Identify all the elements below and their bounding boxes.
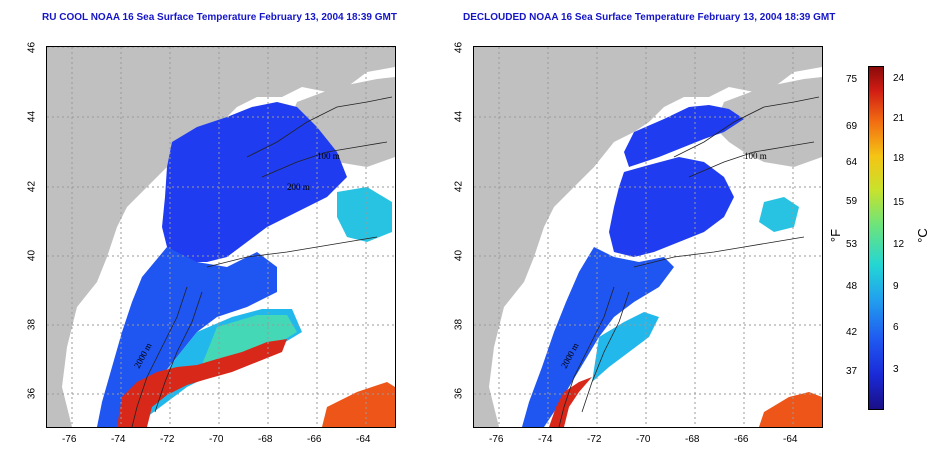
left-x-tick: -74 bbox=[111, 434, 126, 445]
contour-label-100: 100 m bbox=[317, 151, 340, 161]
left-x-tick: -64 bbox=[356, 434, 371, 445]
fahrenheit-tick: 64 bbox=[846, 157, 858, 168]
fahrenheit-tick: 53 bbox=[846, 239, 858, 250]
fahrenheit-tick: 59 bbox=[846, 196, 858, 207]
right-x-tick: -64 bbox=[783, 434, 798, 445]
left-map-title: RU COOL NOAA 16 Sea Surface Temperature … bbox=[42, 12, 397, 23]
warm-water-southeast bbox=[322, 382, 395, 427]
right-sst-map: 100 m 2000 m bbox=[473, 46, 823, 428]
fahrenheit-tick: 69 bbox=[846, 121, 858, 132]
cold-water-gulf-of-maine bbox=[624, 105, 744, 167]
left-sst-map: 100 m 200 m 2000 m bbox=[46, 46, 396, 428]
left-x-tick: -70 bbox=[209, 434, 224, 445]
left-y-tick: 36 bbox=[26, 387, 38, 400]
right-x-tick: -74 bbox=[538, 434, 553, 445]
left-x-tick: -72 bbox=[160, 434, 175, 445]
celsius-tick: 21 bbox=[893, 113, 905, 124]
cool-water-east bbox=[337, 187, 392, 242]
fahrenheit-tick: 42 bbox=[846, 327, 858, 338]
left-x-tick: -76 bbox=[62, 434, 77, 445]
cold-water-gulf-of-maine bbox=[162, 102, 347, 262]
right-x-tick: -68 bbox=[685, 434, 700, 445]
cold-water-banks bbox=[609, 157, 734, 257]
celsius-tick: 3 bbox=[893, 364, 899, 375]
left-x-tick: -66 bbox=[307, 434, 322, 445]
fahrenheit-tick: 75 bbox=[846, 74, 858, 85]
cool-water-east bbox=[759, 197, 799, 232]
right-x-tick: -66 bbox=[734, 434, 749, 445]
celsius-tick: 6 bbox=[893, 322, 899, 333]
right-x-tick: -72 bbox=[587, 434, 602, 445]
left-map-graphic: 100 m 200 m 2000 m bbox=[47, 47, 395, 427]
land-nova-scotia bbox=[714, 77, 822, 167]
right-x-tick: -70 bbox=[636, 434, 651, 445]
fahrenheit-tick: 48 bbox=[846, 281, 858, 292]
left-x-tick: -68 bbox=[258, 434, 273, 445]
cold-water-shelf bbox=[522, 247, 674, 427]
temperature-colorbar bbox=[868, 66, 884, 410]
right-map-title: DECLOUDED NOAA 16 Sea Surface Temperatur… bbox=[463, 12, 836, 23]
right-map-graphic: 100 m 2000 m bbox=[474, 47, 822, 427]
celsius-tick: 9 bbox=[893, 281, 899, 292]
celsius-tick: 18 bbox=[893, 153, 905, 164]
right-y-tick: 44 bbox=[453, 110, 465, 123]
right-x-tick: -76 bbox=[489, 434, 504, 445]
contour-label-200: 200 m bbox=[287, 182, 310, 192]
warm-water-southeast bbox=[759, 392, 822, 427]
warm-water-gulf-stream bbox=[549, 377, 592, 427]
contour-label-100: 100 m bbox=[744, 151, 767, 161]
right-y-tick: 40 bbox=[453, 249, 465, 262]
left-y-tick: 40 bbox=[26, 249, 38, 262]
celsius-tick: 12 bbox=[893, 239, 905, 250]
celsius-unit-label: °C bbox=[914, 228, 930, 243]
right-y-tick: 42 bbox=[453, 180, 465, 193]
fahrenheit-unit-label: °F bbox=[828, 228, 844, 243]
warm-water-gulf-stream bbox=[117, 339, 287, 427]
land-north bbox=[47, 47, 395, 427]
celsius-tick: 24 bbox=[893, 73, 905, 84]
fahrenheit-tick: 37 bbox=[846, 366, 858, 377]
right-y-tick: 36 bbox=[453, 387, 465, 400]
left-y-tick: 42 bbox=[26, 180, 38, 193]
left-y-tick: 38 bbox=[26, 318, 38, 331]
right-y-tick: 38 bbox=[453, 318, 465, 331]
left-y-tick: 44 bbox=[26, 110, 38, 123]
left-y-tick: 46 bbox=[26, 41, 38, 54]
cool-water-slope bbox=[592, 312, 659, 382]
land-north bbox=[474, 47, 822, 427]
celsius-tick: 15 bbox=[893, 197, 905, 208]
right-y-tick: 46 bbox=[453, 41, 465, 54]
